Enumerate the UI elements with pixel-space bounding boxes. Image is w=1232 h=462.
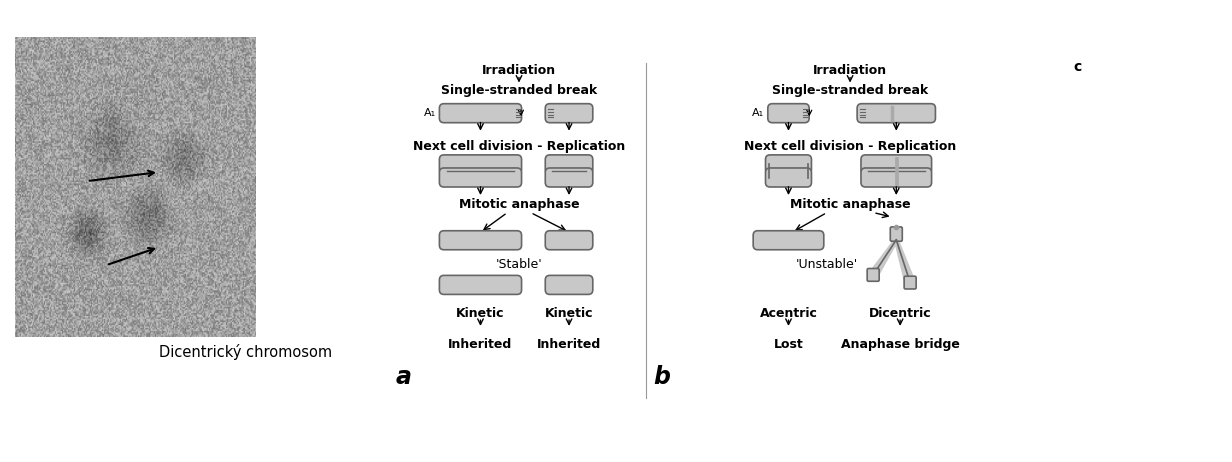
Text: Dicentrický chromosom: Dicentrický chromosom [159,344,333,360]
Text: Anaphase bridge: Anaphase bridge [840,338,960,351]
FancyBboxPatch shape [867,268,880,281]
Text: Next cell division - Replication: Next cell division - Replication [744,140,956,153]
FancyBboxPatch shape [857,103,935,123]
FancyBboxPatch shape [440,275,521,294]
FancyBboxPatch shape [904,276,917,289]
FancyBboxPatch shape [440,231,521,250]
FancyBboxPatch shape [861,155,931,174]
FancyBboxPatch shape [861,168,931,187]
FancyBboxPatch shape [440,168,521,187]
Text: Inherited: Inherited [448,338,513,351]
Text: Irradiation: Irradiation [482,64,556,77]
FancyBboxPatch shape [765,168,812,187]
FancyBboxPatch shape [765,155,812,174]
Text: Acentric: Acentric [760,307,817,320]
Text: Kinetic: Kinetic [456,307,505,320]
FancyBboxPatch shape [546,103,593,123]
FancyBboxPatch shape [440,155,521,174]
FancyBboxPatch shape [546,155,593,174]
Text: 'Stable': 'Stable' [495,258,542,271]
Text: Inherited: Inherited [537,338,601,351]
FancyBboxPatch shape [891,227,902,241]
Text: Single-stranded break: Single-stranded break [772,84,928,97]
Text: Kinetic: Kinetic [545,307,594,320]
FancyBboxPatch shape [440,103,521,123]
Text: Next cell division - Replication: Next cell division - Replication [413,140,625,153]
Text: Mitotic anaphase: Mitotic anaphase [790,198,910,211]
FancyBboxPatch shape [546,231,593,250]
FancyBboxPatch shape [546,275,593,294]
Text: A₁: A₁ [424,108,436,118]
FancyBboxPatch shape [753,231,824,250]
Text: Irradiation: Irradiation [813,64,887,77]
Text: b: b [654,365,670,389]
Text: a: a [395,365,411,389]
Text: A₁: A₁ [753,108,765,118]
Text: Single-stranded break: Single-stranded break [441,84,598,97]
Text: 'Unstable': 'Unstable' [796,258,859,271]
Text: Lost: Lost [774,338,803,351]
FancyBboxPatch shape [768,103,809,123]
Text: Dicentric: Dicentric [869,307,931,320]
Text: Mitotic anaphase: Mitotic anaphase [458,198,579,211]
Text: c: c [1073,60,1082,74]
FancyBboxPatch shape [546,168,593,187]
